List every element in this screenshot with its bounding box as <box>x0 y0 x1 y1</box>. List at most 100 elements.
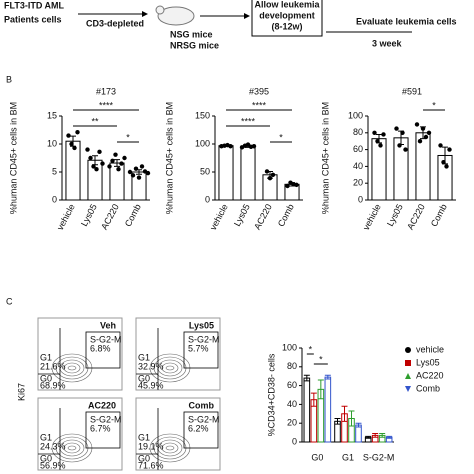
bar <box>393 137 409 201</box>
significance-label: **** <box>252 100 267 110</box>
data-point <box>122 155 127 161</box>
gate-label: G1 <box>138 432 150 442</box>
x-tick-label: Lys05 <box>232 202 252 228</box>
bar <box>415 132 431 201</box>
gate-value: 5.7% <box>188 343 209 353</box>
gate-label: G0 <box>40 373 52 383</box>
y-tick-label: 5 <box>52 166 57 176</box>
schematic-text: NSG mice <box>170 29 213 39</box>
x-tick-label: G1 <box>342 452 354 462</box>
error-bar <box>341 405 348 422</box>
chart-title: #173 <box>96 86 116 96</box>
gate-label: S-G2-M <box>188 414 220 424</box>
data-point <box>378 143 383 148</box>
y-tick-label: 60 <box>353 144 363 154</box>
chart-title: #395 <box>249 86 269 96</box>
contour <box>161 362 179 374</box>
gate-label: G0 <box>138 453 150 463</box>
flow-frame <box>135 397 221 471</box>
gate-label: G1 <box>40 352 52 362</box>
y-tick-label: 80 <box>287 361 297 371</box>
bar <box>65 140 81 201</box>
gate-label: G1 <box>40 432 52 442</box>
y-tick-label: 100 <box>195 138 210 148</box>
significance-label: * <box>279 132 283 142</box>
flow-frame <box>37 397 123 471</box>
mouse-icon <box>157 6 195 26</box>
data-point <box>381 132 386 137</box>
schematic-text: Allow leukemia <box>254 0 320 9</box>
y-tick-label: 0 <box>205 194 210 204</box>
y-tick-label: 150 <box>195 110 210 120</box>
data-point <box>417 139 423 144</box>
schematic-text: CD3-depleted <box>86 18 144 28</box>
gate-value: 21.6% <box>40 361 66 371</box>
y-axis-label: %human CD45+ cells in BM <box>8 102 18 214</box>
gate-value: 19.1% <box>138 441 164 451</box>
data-point <box>375 139 380 144</box>
gate-value: 45.9% <box>138 380 164 390</box>
legend-label: Lys05 <box>416 357 440 367</box>
x-tick-label: AC220 <box>99 202 121 231</box>
x-tick-label: S-G2-M <box>363 452 395 462</box>
bar <box>240 145 256 201</box>
contour <box>67 365 77 371</box>
schematic-text: 3 week <box>372 38 403 48</box>
chart-title: #591 <box>402 86 422 96</box>
data-point <box>441 160 446 165</box>
flow-frame <box>37 317 123 391</box>
data-point <box>270 172 276 177</box>
error-bar <box>365 435 372 439</box>
x-tick-label: Comb <box>429 202 449 228</box>
y-axis-label: %human CD45+ cells in BM <box>164 102 174 214</box>
legend-marker <box>405 347 411 353</box>
error-bar <box>317 379 324 400</box>
data-point <box>72 145 77 151</box>
data-point <box>127 169 133 175</box>
data-point <box>133 166 139 171</box>
y-tick-label: 100 <box>282 342 297 352</box>
data-point <box>66 133 71 138</box>
bar <box>303 377 311 443</box>
data-point <box>228 144 233 149</box>
x-tick-label: Lys05 <box>79 202 99 228</box>
schematic-text: development <box>259 10 315 20</box>
schematic-text: Evaluate leukemia cells <box>356 16 457 26</box>
gate-label: S-G2-M <box>90 414 122 424</box>
gate-box <box>183 411 219 449</box>
x-tick-label: G0 <box>311 452 323 462</box>
data-point <box>372 130 377 135</box>
data-point <box>267 175 273 181</box>
bar <box>355 424 362 443</box>
x-tick-label: Lys05 <box>385 202 405 228</box>
bar <box>218 145 234 201</box>
gate-value: 71.6% <box>138 460 164 470</box>
data-point <box>88 155 93 161</box>
data-point <box>75 130 80 135</box>
gate-value: 6.7% <box>90 423 111 433</box>
significance-label: **** <box>99 100 114 110</box>
gate-value: 6.2% <box>188 423 209 433</box>
gate-label: G1 <box>138 352 150 362</box>
contour <box>161 442 179 454</box>
flow-sample: Veh <box>100 320 116 330</box>
data-point <box>145 170 151 176</box>
legend-marker <box>405 373 411 379</box>
step-box <box>251 0 323 37</box>
y-tick-label: 20 <box>353 178 363 188</box>
data-point <box>139 164 145 169</box>
data-point <box>400 130 405 135</box>
gate-value: 68.9% <box>40 380 66 390</box>
gate-value: 56.9% <box>40 460 66 470</box>
bar <box>324 376 332 443</box>
flow-sample: AC220 <box>88 400 116 410</box>
data-point <box>423 134 429 140</box>
y-tick-label: 0 <box>358 194 363 204</box>
y-tick-label: 100 <box>348 110 363 120</box>
y-tick-label: 0 <box>52 194 57 204</box>
legend-label: AC220 <box>416 370 444 380</box>
y-tick-label: 40 <box>287 399 297 409</box>
y-tick-label: 15 <box>47 110 57 120</box>
data-point <box>113 152 118 157</box>
